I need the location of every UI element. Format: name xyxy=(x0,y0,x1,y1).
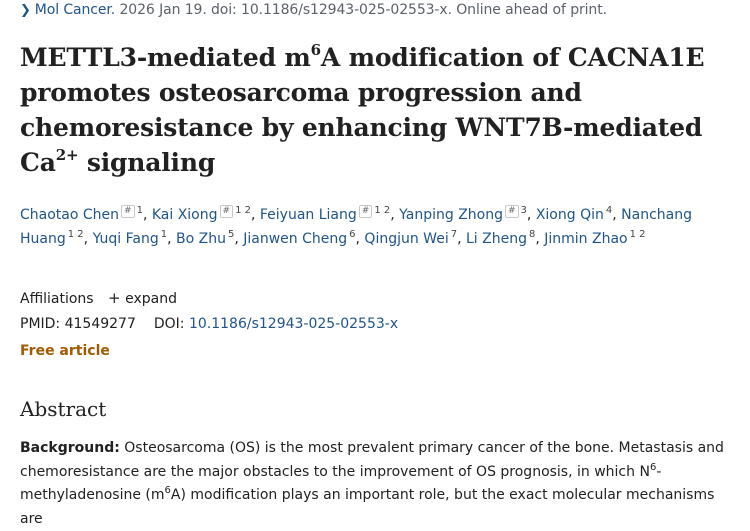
author-item: Yuqi Fang 1, xyxy=(92,228,176,247)
author-affiliation-refs[interactable]: #3 xyxy=(504,205,527,218)
author-affiliation-refs[interactable]: #1 xyxy=(121,205,143,218)
author-affiliation-refs[interactable]: #1 2 xyxy=(358,205,391,218)
affiliations-toggle[interactable]: Affiliations + expand xyxy=(20,289,177,307)
author-name-link[interactable]: Bo Zhu xyxy=(176,230,226,247)
article-title: METTL3-mediated m6A modification of CACN… xyxy=(20,40,720,180)
affiliation-numbers[interactable]: 3 xyxy=(520,205,527,216)
affiliation-numbers[interactable]: 5 xyxy=(227,228,235,240)
author-name-link[interactable]: Jianwen Cheng xyxy=(243,230,348,247)
author-item: Jianwen Cheng 6, xyxy=(243,228,365,247)
author-affiliation-refs[interactable]: 5 xyxy=(228,229,234,240)
author-item: Nanchang Huang 1 2, xyxy=(20,207,692,247)
affiliations-label[interactable]: Affiliations xyxy=(20,291,94,307)
author-item: Qingjun Wei 7, xyxy=(364,228,466,247)
author-affiliation-refs[interactable]: #1 2 xyxy=(219,205,251,218)
author-affiliation-refs[interactable]: 8 xyxy=(529,229,535,240)
journal-name-link[interactable]: Mol Cancer. xyxy=(34,2,116,18)
author-name-link[interactable]: Li Zheng xyxy=(465,230,527,247)
author-name-link[interactable]: Nanchang Huang xyxy=(20,207,692,247)
author-item: Kai Xiong #1 2, xyxy=(151,205,260,223)
author-name-link[interactable]: Feiyuan Liang xyxy=(259,207,357,223)
abstract-superscript: 6 xyxy=(649,461,657,473)
affiliation-numbers[interactable]: 1 2 xyxy=(67,228,84,240)
doi-link[interactable]: 10.1186/s12943-025-02553-x xyxy=(188,316,399,332)
plus-icon[interactable]: + xyxy=(108,289,121,307)
author-item: Bo Zhu 5, xyxy=(176,228,244,247)
author-item: Li Zheng 8, xyxy=(465,228,545,247)
author-name-link[interactable]: Chaotao Chen xyxy=(20,207,120,223)
affiliation-numbers[interactable]: 1 xyxy=(136,205,143,216)
affiliation-numbers[interactable]: 1 xyxy=(160,228,168,240)
affiliation-numbers[interactable]: 1 2 xyxy=(235,205,251,216)
title-superscript: 6 xyxy=(310,41,321,59)
author-name-link[interactable]: Qingjun Wei xyxy=(364,230,449,247)
affiliation-numbers[interactable]: 4 xyxy=(605,205,613,216)
citation-details: 2026 Jan 19. doi: 10.1186/s12943-025-025… xyxy=(115,2,607,18)
journal-citation: ❯ Mol Cancer. 2026 Jan 19. doi: 10.1186/s… xyxy=(20,2,607,18)
abstract-text-part: -methyladenosine (m xyxy=(20,463,662,504)
equal-contribution-badge: # xyxy=(358,205,373,218)
author-affiliation-refs[interactable]: 6 xyxy=(349,229,355,240)
equal-contribution-badge: # xyxy=(121,205,135,218)
affiliation-numbers[interactable]: 1 2 xyxy=(374,205,391,216)
abstract-text-part: Osteosarcoma (OS) is the most prevalent … xyxy=(20,440,724,480)
abstract-superscript: 6 xyxy=(164,485,171,496)
article-identifiers: PMID: 41549277 DOI: 10.1186/s12943-025-02… xyxy=(20,316,398,332)
expand-label[interactable]: expand xyxy=(125,291,177,307)
pmid: PMID: 41549277 xyxy=(20,316,136,332)
abstract-heading: Abstract xyxy=(20,397,107,421)
author-item: Feiyuan Liang #1 2, xyxy=(259,205,400,223)
equal-contribution-badge: # xyxy=(504,205,519,218)
author-affiliation-refs[interactable]: 4 xyxy=(606,205,612,216)
author-name-link[interactable]: Yuqi Fang xyxy=(92,230,159,247)
author-item: Yanping Zhong #3, xyxy=(399,205,536,223)
author-affiliation-refs[interactable]: 1 2 xyxy=(68,229,84,240)
title-superscript: 2+ xyxy=(55,146,79,164)
author-name-link[interactable]: Jinmin Zhao xyxy=(544,230,628,247)
author-item: Jinmin Zhao 1 2 xyxy=(544,229,646,247)
affiliation-numbers[interactable]: 7 xyxy=(450,228,458,240)
equal-contribution-badge: # xyxy=(219,205,234,218)
author-affiliation-refs[interactable]: 1 2 xyxy=(630,229,646,240)
author-name-link[interactable]: Kai Xiong xyxy=(151,207,218,223)
author-item: Chaotao Chen #1, xyxy=(20,205,152,223)
affiliation-numbers[interactable]: 1 2 xyxy=(629,228,646,240)
title-part: METTL3-mediated m xyxy=(20,43,311,72)
title-part: A modification of CACNA1E promotes osteo… xyxy=(20,43,705,177)
background-label: Background: xyxy=(20,440,120,456)
author-name-link[interactable]: Yanping Zhong xyxy=(399,207,503,223)
abstract-text: Background: Osteosarcoma (OS) is the mos… xyxy=(20,437,734,531)
chevron-right-icon[interactable]: ❯ xyxy=(20,3,31,18)
free-article-badge: Free article xyxy=(20,343,110,359)
doi-label: DOI: xyxy=(153,316,185,332)
affiliation-numbers[interactable]: 8 xyxy=(528,228,536,240)
title-part: signaling xyxy=(78,148,216,177)
author-item: Xiong Qin 4, xyxy=(535,205,622,224)
affiliation-numbers[interactable]: 6 xyxy=(349,228,356,240)
author-name-link[interactable]: Xiong Qin xyxy=(535,207,604,223)
author-affiliation-refs[interactable]: 1 xyxy=(161,229,167,240)
author-affiliation-refs[interactable]: 7 xyxy=(451,229,457,240)
authors-list: Chaotao Chen #1, Kai Xiong #1 2, Feiyuan L… xyxy=(20,204,730,251)
